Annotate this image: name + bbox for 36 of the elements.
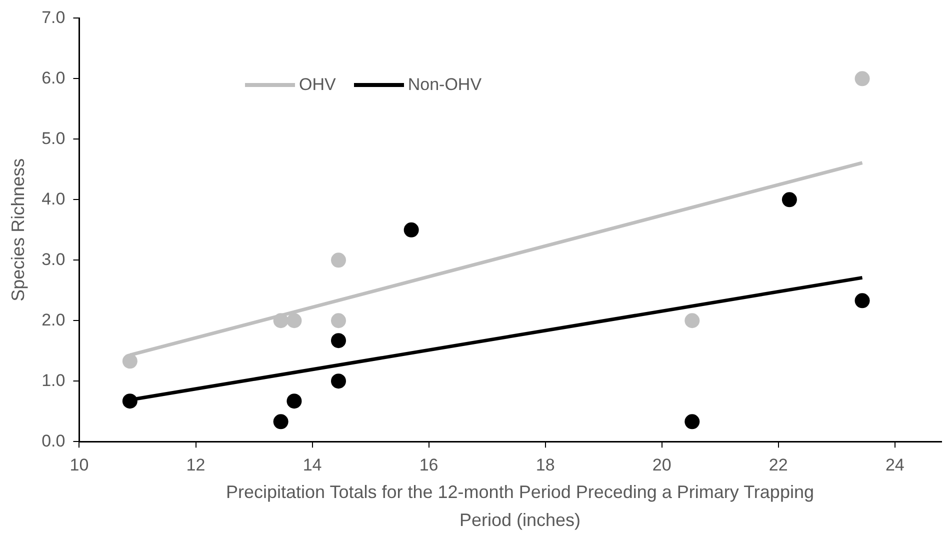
legend-label: OHV xyxy=(299,75,336,95)
legend-label: Non-OHV xyxy=(408,75,482,95)
y-axis-title: Species Richness xyxy=(8,158,28,302)
point xyxy=(273,313,288,328)
y-tick-label: 0.0 xyxy=(42,431,66,450)
y-tick-label: 7.0 xyxy=(42,8,66,27)
y-tick-label: 3.0 xyxy=(42,250,66,269)
point xyxy=(684,414,700,430)
point xyxy=(273,414,288,430)
y-tick-label: 4.0 xyxy=(42,189,66,208)
x-tick-label: 16 xyxy=(419,455,438,474)
x-tick-label: 10 xyxy=(70,455,89,474)
point xyxy=(854,293,870,308)
point xyxy=(286,394,302,409)
point xyxy=(330,374,346,389)
x-tick-label: 20 xyxy=(652,455,672,474)
point xyxy=(330,333,346,348)
point xyxy=(330,313,346,328)
point xyxy=(854,71,870,86)
x-tick-label: 24 xyxy=(885,455,904,474)
point xyxy=(286,313,302,328)
point xyxy=(404,222,419,238)
y-tick-label: 5.0 xyxy=(42,128,66,148)
x-tick-label: 22 xyxy=(768,455,788,474)
point xyxy=(330,252,346,268)
point xyxy=(122,394,138,409)
y-tick-label: 6.0 xyxy=(42,68,66,88)
x-tick-label: 18 xyxy=(536,455,555,474)
point xyxy=(684,313,700,328)
y-tick-label: 1.0 xyxy=(42,370,66,390)
x-tick-label: 12 xyxy=(186,455,206,474)
y-tick-label: 2.0 xyxy=(42,310,66,330)
x-tick-label: 14 xyxy=(302,455,322,474)
point xyxy=(782,192,797,208)
point xyxy=(122,354,138,369)
x-axis-title: Precipitation Totals for the 12-month Period Preceding a Primary Trapping Period (inches) xyxy=(225,481,815,532)
